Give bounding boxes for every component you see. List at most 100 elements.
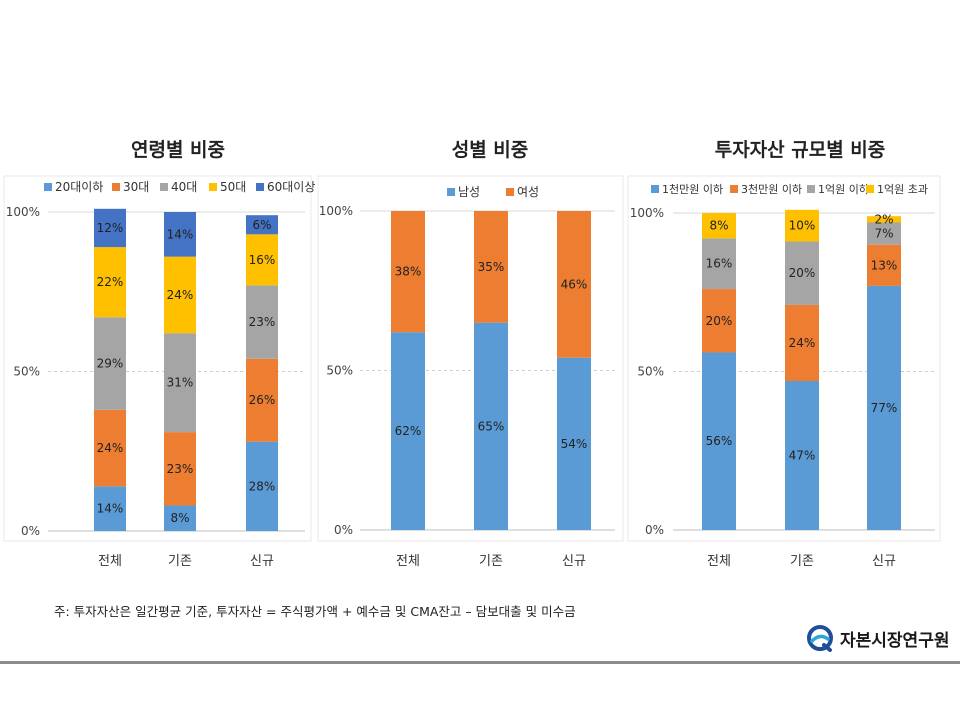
bar-segment-5 (94, 208, 126, 248)
x-tick-label: 기존 (479, 554, 503, 569)
bar-segment-3 (164, 333, 196, 433)
bar-segment-1 (557, 357, 591, 530)
data-label: 24% (167, 288, 194, 302)
bar-segment-1 (785, 381, 819, 530)
chart-1: 연령별 비중 20대이하 30대 40대 50대 60대이상 0% 50% 100% 전체 기존 신규… (3, 139, 315, 569)
data-label: 47% (789, 449, 816, 463)
y-tick-label: 50% (637, 365, 664, 379)
data-label: 22% (97, 275, 124, 289)
bar-segment-4 (785, 209, 819, 242)
data-label: 77% (871, 401, 898, 415)
data-label: 12% (97, 221, 124, 235)
data-label: 31% (167, 376, 194, 390)
legend-swatch-1 (44, 183, 52, 191)
legend-label-2: 3천만원 이하 (741, 182, 802, 196)
legend-swatch-2 (730, 185, 738, 193)
brand: 자본시장연구원 (806, 624, 949, 652)
data-label: 54% (561, 437, 588, 451)
data-label: 10% (789, 219, 816, 233)
bar-segment-2 (785, 304, 819, 382)
bar-segment-2 (557, 211, 591, 358)
data-label: 20% (706, 314, 733, 328)
legend-label-1: 20대이하 (55, 180, 103, 194)
y-tick-label: 100% (6, 205, 40, 219)
data-label: 14% (97, 502, 124, 516)
legend-label-1: 남성 (458, 185, 480, 199)
bar-segment-4 (246, 234, 278, 286)
data-label: 24% (789, 336, 816, 350)
legend-swatch-4 (209, 183, 217, 191)
x-tick-label: 신규 (250, 554, 274, 569)
y-tick-label: 50% (13, 365, 40, 379)
x-tick-label: 전체 (396, 554, 420, 569)
bar-segment-2 (164, 432, 196, 506)
legend-label-2: 30대 (123, 180, 149, 194)
y-tick-label: 100% (630, 206, 664, 220)
y-tick-label: 100% (319, 204, 353, 218)
chart-title: 연령별 비중 (131, 139, 225, 161)
x-tick-label: 전체 (707, 554, 731, 569)
bar-segment-3 (246, 285, 278, 359)
data-label: 65% (478, 419, 505, 433)
kcmi-logo-icon (807, 625, 833, 652)
data-label: 23% (167, 462, 194, 476)
footnote: 주: 투자자산은 일간평균 기준, 투자자산 = 주식평가액 + 예수금 및 C… (54, 604, 576, 619)
data-label: 46% (561, 277, 588, 291)
data-label: 2% (874, 212, 893, 226)
bar-segment-4 (164, 256, 196, 334)
legend-label-3: 1억원 이하 (818, 182, 869, 196)
bar-segment-3 (785, 241, 819, 305)
data-label: 14% (167, 227, 194, 241)
y-tick-label: 0% (334, 523, 353, 537)
bar-segment-1 (164, 505, 196, 531)
legend-swatch-3 (807, 185, 815, 193)
bar-segment-1 (867, 285, 901, 530)
bar-segment-2 (246, 358, 278, 442)
legend-swatch-2 (112, 183, 120, 191)
legend-swatch-1 (447, 188, 455, 196)
bar-segment-4 (702, 213, 736, 239)
y-tick-label: 50% (326, 364, 353, 378)
data-label: 8% (709, 219, 728, 233)
bar-segment-2 (702, 289, 736, 353)
bar-segment-5 (246, 215, 278, 235)
legend-swatch-1 (651, 185, 659, 193)
data-label: 13% (871, 258, 898, 272)
x-tick-label: 신규 (872, 554, 896, 569)
legend-label-2: 여성 (517, 185, 539, 199)
bar-segment-5 (164, 212, 196, 257)
data-label: 56% (706, 434, 733, 448)
data-label: 29% (97, 357, 124, 371)
data-label: 8% (170, 511, 189, 525)
data-label: 16% (249, 253, 276, 267)
bar-segment-2 (391, 211, 425, 333)
brand-name: 자본시장연구원 (840, 630, 950, 651)
chart-title: 성별 비중 (452, 139, 529, 161)
legend-label-1: 1천만원 이하 (662, 182, 723, 196)
bottom-divider (0, 661, 960, 664)
bar-segment-2 (94, 409, 126, 487)
legend-label-4: 1억원 초과 (877, 183, 928, 196)
data-label: 6% (252, 218, 271, 232)
y-tick-label: 0% (21, 524, 40, 538)
data-label: 62% (395, 424, 422, 438)
data-label: 26% (249, 393, 276, 407)
data-label: 7% (874, 227, 893, 241)
data-label: 23% (249, 315, 276, 329)
bar-segment-4 (867, 216, 901, 223)
y-tick-label: 0% (645, 523, 664, 537)
legend-swatch-2 (506, 188, 514, 196)
x-tick-label: 기존 (790, 554, 814, 569)
legend-label-5: 60대이상 (267, 180, 315, 194)
chart-3: 투자자산 규모별 비중 1천만원 이하 3천만원 이하 1억원 이하 1억원 초과 0% 5… (627, 139, 941, 569)
bar-segment-1 (391, 332, 425, 530)
bar-segment-3 (702, 238, 736, 290)
data-label: 20% (789, 266, 816, 280)
bar-segment-4 (94, 247, 126, 318)
data-label: 24% (97, 441, 124, 455)
data-label: 35% (478, 260, 505, 274)
legend-swatch-3 (160, 183, 168, 191)
legend-swatch-4 (866, 185, 874, 193)
x-tick-label: 기존 (168, 554, 192, 569)
